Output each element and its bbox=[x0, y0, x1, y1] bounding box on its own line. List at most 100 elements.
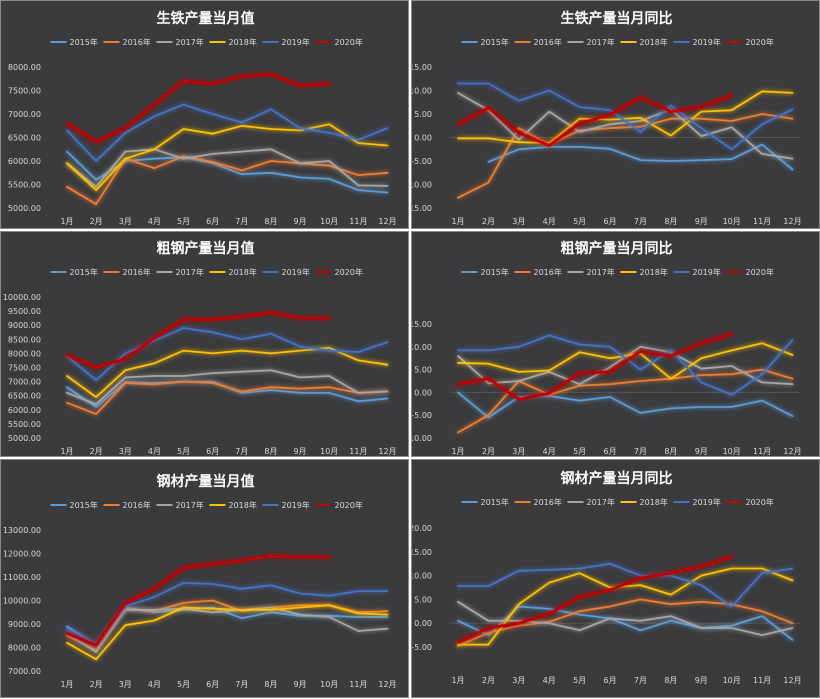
series-line-2019 bbox=[66, 582, 389, 646]
y-tick-label: 15.00 bbox=[412, 548, 432, 557]
y-tick-label: 5.00 bbox=[414, 110, 432, 119]
x-tick-label: 7月 bbox=[235, 680, 248, 689]
x-tick-label: 7月 bbox=[634, 217, 647, 226]
x-tick-label: 8月 bbox=[664, 676, 677, 685]
series-line-2020 bbox=[65, 311, 331, 369]
series-line-2016 bbox=[66, 155, 389, 206]
legend-label: 2020年 bbox=[746, 37, 774, 47]
y-tick-label: 7000.00 bbox=[8, 378, 41, 387]
legend-label: 2015年 bbox=[70, 267, 98, 277]
series-line-2020 bbox=[456, 555, 733, 644]
legend-label: 2020年 bbox=[335, 267, 363, 277]
y-tick-label: 15.00 bbox=[412, 63, 432, 72]
y-tick-label: 8000.00 bbox=[8, 644, 41, 653]
y-tick-label: 0.00 bbox=[414, 619, 432, 628]
y-tick-label: 8000.00 bbox=[8, 349, 41, 358]
legend-label: 2019年 bbox=[282, 37, 310, 47]
x-tick-label: 3月 bbox=[119, 217, 132, 226]
y-tick-label: -10.00 bbox=[412, 181, 432, 190]
series-line-2017 bbox=[66, 369, 389, 406]
x-tick-label: 6月 bbox=[206, 680, 219, 689]
steel-products-monthly-svg: 钢材产量当月值 2015年 2016年 2017年 2018年 2019年 2020年 700… bbox=[3, 473, 397, 689]
series-line-2016 bbox=[457, 598, 794, 647]
series-line-2015 bbox=[66, 606, 389, 646]
y-tick-label: -5.00 bbox=[412, 157, 432, 166]
y-tick-label: 6000.00 bbox=[8, 406, 41, 415]
x-tick-label: 3月 bbox=[512, 217, 525, 226]
x-tick-label: 5月 bbox=[177, 680, 190, 689]
x-tick-label: 7月 bbox=[634, 447, 647, 456]
series-line-2019 bbox=[457, 334, 794, 396]
series-line-2019 bbox=[457, 562, 794, 608]
y-tick-label: 13000.00 bbox=[3, 526, 41, 535]
x-tick-label: 11月 bbox=[753, 676, 771, 685]
x-tick-label: 12月 bbox=[378, 680, 396, 689]
y-tick-label: 0.00 bbox=[414, 388, 432, 397]
x-tick-label: 10月 bbox=[320, 447, 338, 456]
legend-label: 2015年 bbox=[70, 500, 98, 510]
x-tick-label: 1月 bbox=[451, 676, 464, 685]
x-tick-label: 5月 bbox=[573, 217, 586, 226]
x-tick-label: 11月 bbox=[349, 217, 367, 226]
legend-label: 2018年 bbox=[229, 37, 257, 47]
y-tick-label: 15.00 bbox=[412, 320, 432, 329]
y-tick-label: 5.00 bbox=[414, 366, 432, 375]
x-tick-label: 9月 bbox=[294, 680, 307, 689]
series-line-2018 bbox=[66, 346, 389, 398]
y-tick-label: 7500.00 bbox=[8, 87, 41, 96]
legend-label: 2019年 bbox=[282, 267, 310, 277]
chart-title: 生铁产量当月同比 bbox=[561, 10, 673, 27]
y-tick-label: 9000.00 bbox=[8, 620, 41, 629]
x-tick-label: 6月 bbox=[206, 217, 219, 226]
chart-title: 粗钢产量当月值 bbox=[157, 240, 255, 257]
x-tick-label: 2月 bbox=[482, 447, 495, 456]
series-line-2016 bbox=[457, 368, 794, 434]
legend-label: 2018年 bbox=[640, 267, 668, 277]
x-tick-label: 1月 bbox=[451, 447, 464, 456]
y-tick-label: -10.00 bbox=[412, 434, 432, 443]
series-line-2018 bbox=[457, 90, 794, 144]
series-line-2016 bbox=[66, 380, 389, 415]
y-tick-label: 7000.00 bbox=[8, 667, 41, 676]
x-tick-label: 8月 bbox=[664, 447, 677, 456]
y-tick-label: 20.00 bbox=[412, 524, 432, 533]
series-line-2019 bbox=[66, 103, 389, 162]
x-tick-label: 8月 bbox=[664, 217, 677, 226]
legend-label: 2019年 bbox=[693, 497, 721, 507]
legend-label: 2017年 bbox=[176, 267, 204, 277]
steel-products-yoy-svg: 钢材产量当月同比 2015年 2016年 2017年 2018年 2019年 2020年 -5… bbox=[412, 470, 802, 685]
series-line-2015 bbox=[457, 391, 794, 419]
pig-iron-monthly-svg: 生铁产量当月值 2015年 2016年 2017年 2018年 2019年 2020年 500… bbox=[8, 10, 397, 226]
y-tick-label: 10000.00 bbox=[3, 293, 41, 302]
series-line-2020 bbox=[456, 332, 733, 401]
chart-title: 钢材产量当月值 bbox=[157, 473, 255, 490]
x-tick-label: 9月 bbox=[294, 447, 307, 456]
series-line-2018 bbox=[66, 123, 389, 191]
y-tick-label: 5000.00 bbox=[8, 204, 41, 213]
y-tick-label: 10.00 bbox=[412, 572, 432, 581]
legend-label: 2016年 bbox=[123, 500, 151, 510]
crude-steel-yoy-svg: 粗钢产量当月同比 2015年 2016年 2017年 2018年 2019年 2020年 -1… bbox=[412, 240, 802, 456]
series-line-2019 bbox=[66, 327, 389, 382]
y-tick-label: 6000.00 bbox=[8, 157, 41, 166]
legend-label: 2019年 bbox=[693, 37, 721, 47]
y-tick-label: 9500.00 bbox=[8, 307, 41, 316]
legend-label: 2018年 bbox=[640, 497, 668, 507]
x-tick-label: 4月 bbox=[148, 447, 161, 456]
y-tick-label: 10.00 bbox=[412, 343, 432, 352]
x-tick-label: 12月 bbox=[783, 217, 801, 226]
legend-label: 2016年 bbox=[534, 37, 562, 47]
steel-products-monthly-chart: 钢材产量当月值 2015年 2016年 2017年 2018年 2019年 2020年 700… bbox=[0, 459, 409, 698]
x-tick-label: 6月 bbox=[603, 676, 616, 685]
legend-label: 2017年 bbox=[587, 497, 615, 507]
x-tick-label: 4月 bbox=[543, 676, 556, 685]
steel-products-yoy-chart: 钢材产量当月同比 2015年 2016年 2017年 2018年 2019年 2020年 -5… bbox=[411, 459, 820, 698]
series-line-2017 bbox=[457, 345, 794, 386]
x-tick-label: 10月 bbox=[723, 676, 741, 685]
crude-steel-monthly-svg: 粗钢产量当月值 2015年 2016年 2017年 2018年 2019年 2020年 500… bbox=[3, 240, 397, 456]
y-tick-label: 9000.00 bbox=[8, 321, 41, 330]
legend-label: 2018年 bbox=[229, 267, 257, 277]
legend-label: 2018年 bbox=[229, 500, 257, 510]
x-tick-label: 11月 bbox=[349, 680, 367, 689]
x-tick-label: 12月 bbox=[378, 217, 396, 226]
